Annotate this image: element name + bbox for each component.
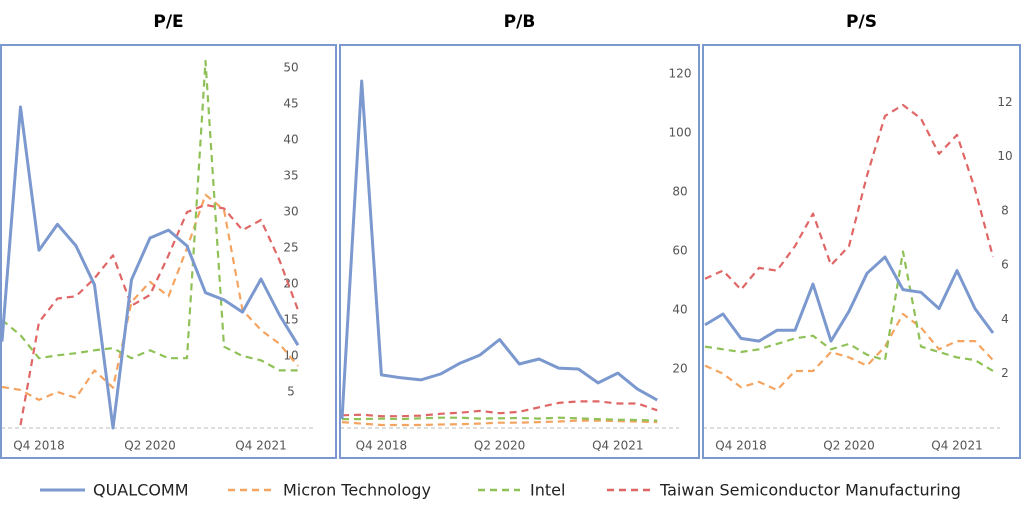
panel-frame bbox=[0, 44, 337, 459]
series-line bbox=[704, 312, 994, 392]
y-tick-label: 10 bbox=[283, 349, 298, 363]
y-tick-label: 35 bbox=[283, 169, 298, 183]
series-line bbox=[2, 105, 300, 430]
legend: QUALCOMM Micron Technology Intel Taiwan Sem… bbox=[40, 481, 961, 500]
y-tick-label: 50 bbox=[283, 61, 298, 75]
x-tick-label: Q2 2020 bbox=[474, 439, 525, 453]
series-line bbox=[341, 419, 658, 427]
x-tick-label: Q4 2018 bbox=[13, 439, 64, 453]
panel-title: P/B bbox=[504, 12, 536, 32]
x-tick-label: Q4 2018 bbox=[356, 439, 407, 453]
x-tick-label: Q4 2018 bbox=[715, 439, 766, 453]
y-tick-label: 2 bbox=[1001, 366, 1009, 380]
x-tick-label: Q4 2021 bbox=[592, 439, 643, 453]
y-tick-label: 80 bbox=[672, 184, 687, 198]
series-line bbox=[704, 103, 995, 291]
legend-label: Micron Technology bbox=[283, 481, 431, 500]
plot bbox=[2, 59, 300, 430]
plot bbox=[704, 103, 995, 392]
y-tick-label: 45 bbox=[283, 97, 298, 111]
panel-frame bbox=[702, 44, 1021, 459]
y-tick-label: 40 bbox=[672, 302, 687, 316]
y-tick-label: 40 bbox=[283, 133, 298, 147]
y-tick-label: 60 bbox=[672, 243, 687, 257]
y-tick-label: 120 bbox=[669, 66, 692, 80]
y-tick-label: 30 bbox=[283, 205, 298, 219]
x-tick-label: Q2 2020 bbox=[823, 439, 874, 453]
y-tick-label: 4 bbox=[1001, 312, 1009, 326]
series-line bbox=[704, 250, 994, 372]
y-tick-label: 20 bbox=[283, 277, 298, 291]
legend-label: Intel bbox=[530, 481, 565, 500]
y-tick-label: 15 bbox=[283, 313, 298, 327]
y-tick-label: 5 bbox=[287, 385, 295, 399]
series-line bbox=[704, 255, 995, 343]
x-tick-label: Q2 2020 bbox=[124, 439, 175, 453]
y-tick-label: 25 bbox=[283, 241, 298, 255]
panel-title: P/E bbox=[153, 12, 183, 32]
y-tick-label: 12 bbox=[997, 95, 1012, 109]
y-tick-label: 6 bbox=[1001, 258, 1009, 272]
y-tick-label: 100 bbox=[669, 125, 692, 139]
series-line bbox=[2, 193, 299, 401]
series-line bbox=[342, 416, 658, 422]
panel-frame bbox=[339, 44, 700, 459]
series-line bbox=[341, 400, 658, 418]
legend-label: QUALCOMM bbox=[93, 481, 189, 500]
panel-title: P/S bbox=[846, 12, 877, 32]
x-tick-label: Q4 2021 bbox=[235, 439, 286, 453]
plot bbox=[341, 79, 658, 427]
y-tick-label: 8 bbox=[1001, 203, 1009, 217]
legend-label: Taiwan Semiconductor Manufacturing bbox=[659, 481, 961, 500]
y-tick-label: 10 bbox=[997, 149, 1012, 163]
series-line bbox=[19, 203, 300, 426]
series-line bbox=[2, 59, 298, 372]
x-tick-label: Q4 2021 bbox=[931, 439, 982, 453]
series-line bbox=[341, 79, 658, 420]
y-tick-label: 20 bbox=[672, 361, 687, 375]
